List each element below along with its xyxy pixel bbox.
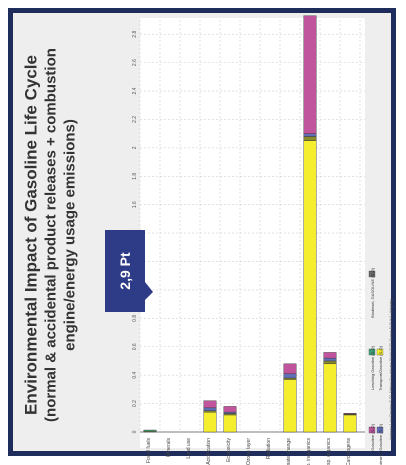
legend-label: Transport/Gasoline {S-O} [378,345,383,390]
bar-segment [283,379,297,433]
tick-label: 1.8 [132,173,138,180]
bar-segment [223,411,237,414]
category-label: Acidification [206,438,212,465]
category-label: Radiation [266,438,272,459]
tick-label: 2.8 [132,31,138,38]
bar-segment [283,363,297,374]
legend-swatch [376,426,384,434]
bar-segment [343,414,357,433]
tick-label: 0.2 [132,400,138,407]
bar-segment [223,406,237,413]
bar-segment [303,15,317,134]
bar-segment [303,133,317,137]
category-label: Resp. inorganics [306,438,312,465]
legend-label: Biodiesel, GASOLINE {S-O} [370,267,375,317]
tick-label: 2.2 [132,116,138,123]
tick-label: 0 [132,430,138,433]
bar-segment [203,411,217,433]
legend-swatch [368,270,376,278]
legend-swatch [376,348,384,356]
bar-segment [283,377,297,380]
tick-label: 0.8 [132,315,138,322]
category-label: Ecotoxicity [226,438,232,462]
value-callout: 2,9 Pt [105,230,153,312]
callout-text: 2,9 Pt [117,252,133,290]
tick-label: 2.4 [132,87,138,94]
legend-label: Gasoline {S-O} [370,423,375,450]
category-label: Resp. organics [326,438,332,465]
bar-segment [323,363,337,433]
category-labels: Carcinogens Resp. organics Resp. inorganic… [146,438,352,465]
legend-swatch [368,426,376,434]
bar-segment [323,360,337,365]
category-label: Land use [186,438,192,459]
category-label: Minerals [166,438,172,457]
legend-label: Leaching Gasoline {S-O} [370,345,375,390]
bar-segment [143,429,157,432]
callout-pointer [145,282,153,300]
legend-footnote: Analysing 1 p/o 'Gasoline {S-O}'; Method… [389,299,393,440]
callout-box [105,230,145,312]
bar-segment [223,414,237,433]
bar-segment [203,400,217,409]
bar-segment [323,352,337,359]
category-label: Carcinogens [346,438,352,465]
tick-label: 2 [132,146,138,149]
category-label: Ozone layer [246,438,252,465]
bar-segment [203,410,217,413]
category-label: Fossil fuels [146,438,152,464]
tick-label: 2.6 [132,59,138,66]
bar-segment [303,140,317,433]
legend: Gasoline {S-O} Undesired Gasoline {S-O} Le… [368,267,393,465]
category-label: Climate change [286,438,292,465]
bars [143,15,357,433]
bar-segment [203,407,217,411]
bar-segment [303,136,317,141]
bar-segment [223,413,237,416]
bar-segment [283,373,297,379]
legend-label: Undesired Gasoline {S-O} [378,423,383,465]
bar-segment [343,413,357,415]
grid-lines [139,20,365,433]
bar-segment [323,357,337,362]
tick-label: 0.6 [132,343,138,350]
legend-swatch [368,348,376,356]
tick-label: 1.6 [132,201,138,208]
tick-label: 0.4 [132,371,138,378]
